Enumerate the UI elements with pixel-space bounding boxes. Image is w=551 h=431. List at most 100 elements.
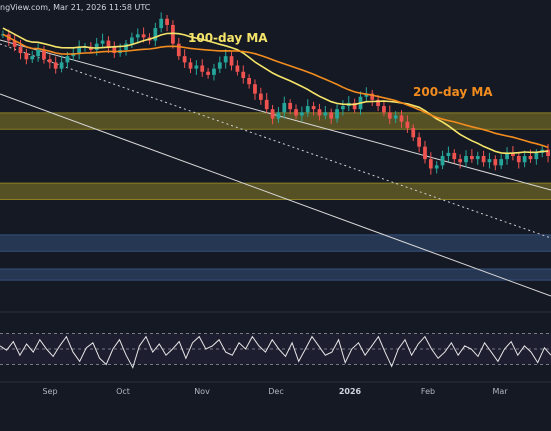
x-tick-label: 2026 xyxy=(339,387,362,396)
candle-body xyxy=(511,152,515,156)
candle-body xyxy=(288,102,293,110)
axis-layer: Sep Oct Nov Dec 2026 Feb Mar xyxy=(42,387,508,396)
candle-body xyxy=(112,46,117,54)
candle-body xyxy=(546,149,550,156)
x-tick-label: Feb xyxy=(421,387,435,396)
candle-body xyxy=(329,112,334,119)
candle-body xyxy=(106,40,111,47)
candle-body xyxy=(171,24,175,44)
candle-body xyxy=(94,43,99,50)
x-tick-label: Mar xyxy=(492,387,508,396)
x-tick-label: Oct xyxy=(116,387,130,396)
candle-body xyxy=(182,56,187,63)
candle-body xyxy=(130,37,134,44)
candle-body xyxy=(300,112,304,116)
candle-body xyxy=(323,112,328,116)
candle-body xyxy=(282,102,287,113)
candle-body xyxy=(505,152,509,160)
candle-body xyxy=(217,62,222,69)
rsi-line xyxy=(0,335,551,369)
candle-body xyxy=(376,99,380,107)
candle-body xyxy=(469,156,474,160)
candle-body xyxy=(382,106,386,113)
ma200-line xyxy=(2,33,549,149)
ma200-annotation: 200-day MA xyxy=(413,85,493,99)
resistance-zone-1 xyxy=(0,183,551,200)
candle-body xyxy=(270,109,275,119)
candle-body xyxy=(24,53,29,60)
candle-body xyxy=(159,18,164,29)
candle-body xyxy=(528,156,533,160)
candle-body xyxy=(135,34,140,38)
grid-layer xyxy=(0,311,551,383)
candle-body xyxy=(100,40,105,44)
candle-body xyxy=(335,109,339,119)
candle-body xyxy=(399,115,404,122)
candle-body xyxy=(223,56,228,63)
candle-body xyxy=(294,109,298,116)
candle-body xyxy=(153,28,158,41)
zones-layer xyxy=(0,112,551,281)
candle-body xyxy=(30,56,35,60)
candle-body xyxy=(317,109,322,116)
channel-lower-line xyxy=(0,93,551,297)
candle-body xyxy=(522,156,527,163)
candle-body xyxy=(393,115,398,119)
candle-body xyxy=(516,156,521,163)
candle-body xyxy=(370,93,375,100)
candle-body xyxy=(352,102,357,110)
support-zone-3 xyxy=(0,268,551,281)
candle-body xyxy=(464,156,468,163)
candle-body xyxy=(36,49,40,57)
candle-body xyxy=(475,156,480,160)
candle-body xyxy=(18,46,23,54)
candle-body xyxy=(229,56,234,66)
ma100-annotation: 100-day MA xyxy=(188,31,268,45)
candle-body xyxy=(212,68,216,75)
candle-body xyxy=(59,62,64,69)
candle-body xyxy=(411,127,416,138)
candle-body xyxy=(311,106,316,110)
candle-body xyxy=(253,84,257,94)
candle-body xyxy=(47,59,52,63)
ma-layer xyxy=(2,27,549,155)
candle-body xyxy=(141,34,146,38)
candle-body xyxy=(194,65,199,69)
candle-body xyxy=(458,159,463,163)
x-tick-label: Dec xyxy=(268,387,283,396)
candle-body xyxy=(258,93,263,100)
candle-body xyxy=(417,137,421,147)
candle-body xyxy=(65,56,70,63)
x-tick-label: Nov xyxy=(194,387,210,396)
candle-body xyxy=(241,71,246,78)
channel-upper-line xyxy=(0,39,551,191)
candle-body xyxy=(276,112,281,119)
candle-body xyxy=(188,62,193,69)
candle-body xyxy=(452,152,457,160)
support-zone-2 xyxy=(0,234,551,252)
candle-body xyxy=(341,106,345,110)
candle-body xyxy=(12,40,17,47)
candle-body xyxy=(200,65,205,72)
candle-body xyxy=(405,121,410,128)
ma100-line xyxy=(2,27,549,155)
candle-body xyxy=(206,71,210,75)
candle-body xyxy=(42,49,46,60)
rsi-layer xyxy=(0,333,551,369)
channel-layer xyxy=(0,39,551,297)
candle-body xyxy=(487,159,492,163)
candle-body xyxy=(77,46,82,54)
candle-body xyxy=(493,159,498,166)
candle-body xyxy=(534,152,539,160)
candle-body xyxy=(387,112,392,119)
x-tick-label: Sep xyxy=(42,387,57,396)
candle-body xyxy=(364,93,369,97)
candle-body xyxy=(176,43,181,57)
candle-body xyxy=(264,99,269,110)
candle-body xyxy=(247,78,251,85)
candle-body xyxy=(499,159,504,166)
candle-body xyxy=(434,165,439,169)
candle-body xyxy=(481,156,486,163)
